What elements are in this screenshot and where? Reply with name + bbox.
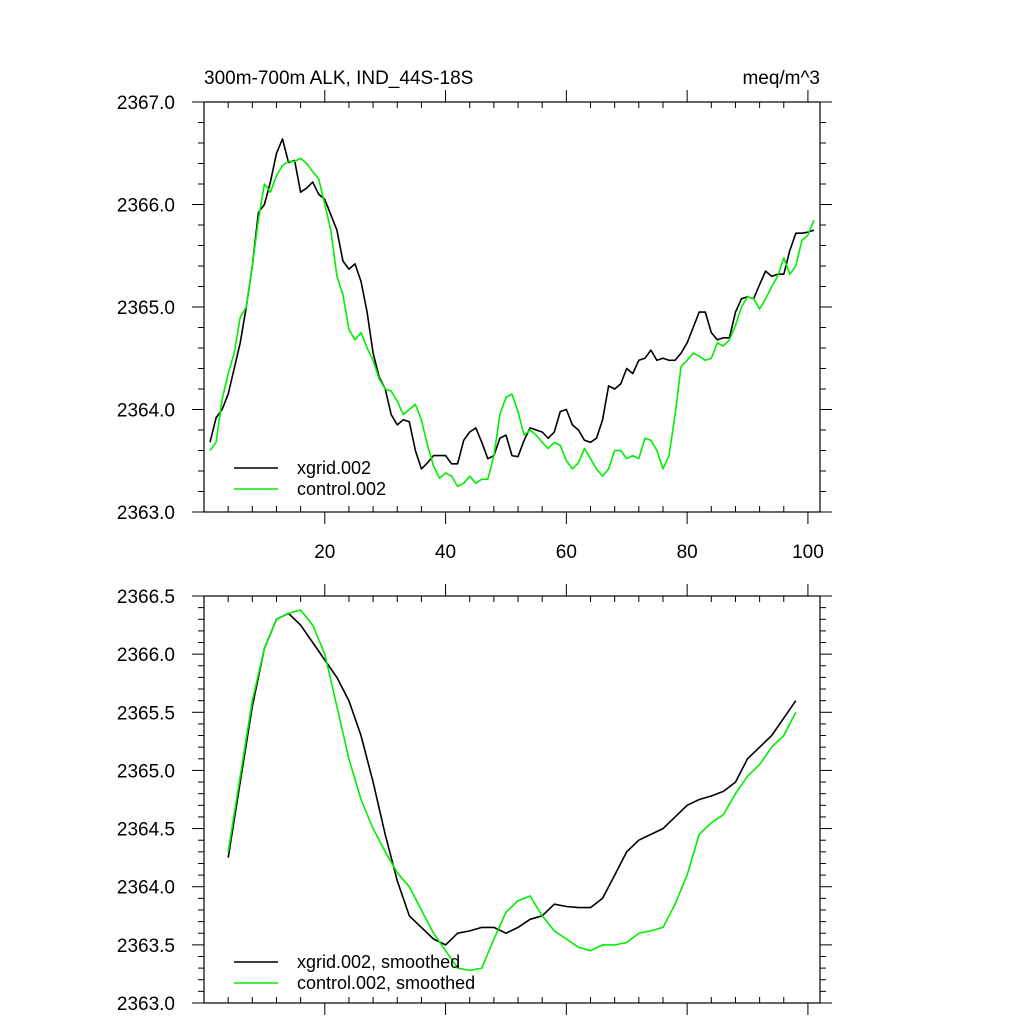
- top-series-xgrid-line: [209, 138, 815, 470]
- chart-title: 300m-700m ALK, IND_44S-18S: [204, 68, 473, 89]
- chart-units: meq/m^3: [742, 68, 820, 89]
- top-series-control-line: [209, 157, 815, 488]
- bottom-legend-label-xgrid: xgrid.002, smoothed: [297, 952, 460, 972]
- bottom-series-control-line: [227, 609, 797, 972]
- top-legend-label-control: control.002: [297, 479, 386, 499]
- bottom-y-tick-label: 2365.0: [117, 761, 175, 782]
- bottom-y-tick-label: 2366.0: [117, 645, 175, 666]
- bottom-y-tick-label: 2366.5: [117, 587, 175, 608]
- top-x-tick-label: 100: [792, 542, 824, 563]
- top-y-tick-label: 2365.0: [117, 298, 175, 319]
- bottom-legend-label-control: control.002, smoothed: [297, 973, 475, 993]
- bottom-y-tick-label: 2365.5: [117, 703, 175, 724]
- top-y-tick-label: 2364.0: [117, 401, 175, 422]
- top-plot-frame: [203, 101, 821, 513]
- top-x-tick-label: 40: [435, 542, 456, 563]
- bottom-y-tick-label: 2364.5: [117, 820, 175, 841]
- top-y-tick-label: 2366.0: [117, 196, 175, 217]
- top-x-tick-label: 80: [677, 542, 698, 563]
- top-y-tick-label: 2363.0: [117, 503, 175, 524]
- top-x-tick-label: 60: [556, 542, 577, 563]
- top-legend-label-xgrid: xgrid.002: [297, 458, 371, 478]
- bottom-plot-frame: [203, 595, 821, 1004]
- bottom-series-xgrid-line: [227, 612, 797, 946]
- bottom-y-tick-label: 2363.5: [117, 936, 175, 957]
- top-x-tick-label: 20: [314, 542, 335, 563]
- bottom-panel: 2363.0 2363.5 2364.0 2364.5 2365.0 2365.5 2366…: [117, 584, 832, 1015]
- bottom-y-tick-label: 2364.0: [117, 878, 175, 899]
- top-y-tick-label: 2367.0: [117, 93, 175, 114]
- top-panel: 20 40 60 80 100 2363.0 2364.0 2365.0 2366.0 2367.…: [117, 90, 832, 563]
- bottom-y-tick-label: 2363.0: [117, 994, 175, 1015]
